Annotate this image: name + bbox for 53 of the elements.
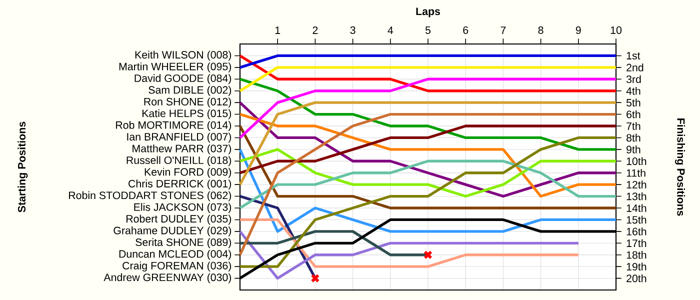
text: Keith WILSON (008) xyxy=(135,50,232,61)
y-tick-label: 10th xyxy=(626,157,646,166)
text: Andrew GREENWAY (030) xyxy=(104,273,232,284)
y-tick-label: 18th xyxy=(626,250,646,259)
x-tick-label: 10 xyxy=(610,26,622,34)
text: Matthew PARR (037) xyxy=(132,144,232,154)
text: Sam DIBLE (002) xyxy=(148,86,232,96)
y-tick-label: 1st xyxy=(626,52,640,60)
x-tick-label: 9 xyxy=(576,26,581,34)
y-tick-label: 12th xyxy=(626,180,646,188)
text: Starting Positions xyxy=(18,122,28,212)
y-tick-label: 4th xyxy=(626,86,640,95)
text: Ron SHONE (012) xyxy=(144,98,232,108)
y-tick-label: 14th xyxy=(626,204,646,212)
text: Robin STODDART STONES (062) xyxy=(69,191,232,202)
text: Robert DUDLEY (035) xyxy=(126,214,232,225)
x-tick-label: 6 xyxy=(463,26,468,34)
text: Serita SHONE (089) xyxy=(136,238,232,248)
text: Duncan MCLEOD (004) xyxy=(119,250,232,260)
x-tick-label: 4 xyxy=(388,26,394,34)
text: Ian BRANFIELD (007) xyxy=(127,132,232,143)
text: Martin WHEELER (095) xyxy=(119,62,232,72)
y-tick-label: 8th xyxy=(626,134,640,142)
y-tick-label: 19th xyxy=(626,262,646,270)
y-tick-label: 11th xyxy=(626,168,646,177)
x-tick-label: 2 xyxy=(312,26,318,34)
text: Kevin FORD (009) xyxy=(144,168,232,178)
y-tick-label: 17th xyxy=(626,239,646,248)
y-tick-label: 7th xyxy=(626,122,640,130)
x-tick-label: 7 xyxy=(500,26,506,34)
y-tick-label: 6th xyxy=(626,110,640,118)
text: Grahame DUDLEY (029) xyxy=(114,226,232,236)
text: Rob MORTIMORE (014) xyxy=(116,121,232,131)
x-tick-label: 8 xyxy=(538,26,544,34)
y-tick-label: 9th xyxy=(626,146,640,154)
y-tick-label: 13th xyxy=(626,192,646,200)
y-tick-label: 5th xyxy=(626,98,640,106)
x-axis-title: Laps xyxy=(416,8,440,18)
x-tick-label: 1 xyxy=(275,26,280,34)
text: Elis JACKSON (073) xyxy=(134,203,232,213)
text: Katie HELPS (015) xyxy=(142,109,232,120)
y-tick-label: 2nd xyxy=(626,64,644,72)
text: David GOODE (084) xyxy=(134,74,232,84)
text: Chris DERRICK (001) xyxy=(128,180,232,190)
text: Craig FOREMAN (036) xyxy=(122,262,232,272)
y-tick-label: 16th xyxy=(626,228,646,236)
y-axis-title: Finishing Positions xyxy=(675,118,686,216)
x-tick-label: 3 xyxy=(350,26,356,34)
y-tick-label: 15th xyxy=(626,216,646,224)
y-tick-label: 3rd xyxy=(626,75,641,84)
y-tick-label: 20th xyxy=(626,274,646,282)
text: Russell O'NEILL (018) xyxy=(126,156,232,166)
x-tick-label: 5 xyxy=(425,26,431,34)
